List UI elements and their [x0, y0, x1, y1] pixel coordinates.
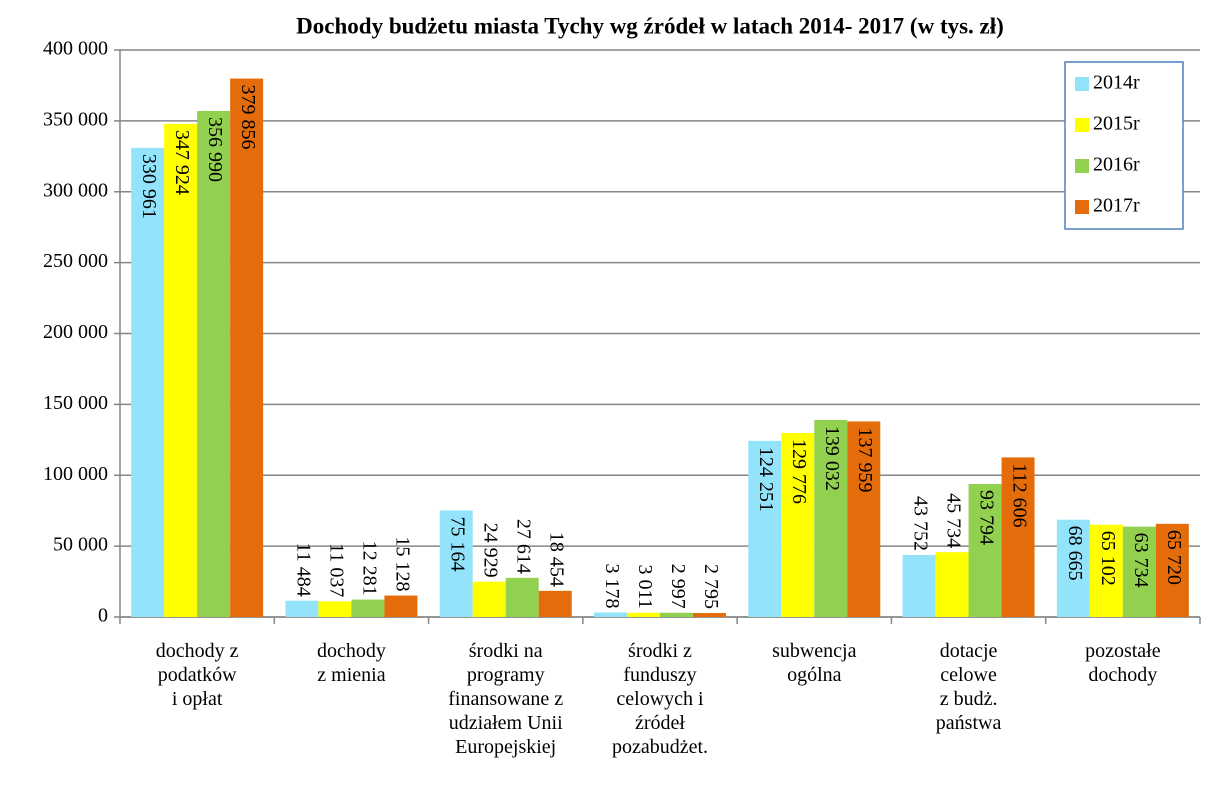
bar	[1089, 524, 1123, 617]
x-tick-label: dochody z mienia	[317, 640, 386, 686]
data-label: 18 454	[546, 532, 568, 587]
x-tick-label: subwencja ogólna	[772, 640, 857, 686]
bar	[197, 110, 231, 617]
bar	[1122, 526, 1156, 617]
data-label: 15 128	[391, 537, 413, 592]
data-label: 356 990	[204, 117, 226, 182]
legend-swatch	[1075, 159, 1089, 173]
bar	[230, 78, 264, 617]
data-label: 43 752	[909, 496, 931, 551]
y-tick-label: 250 000	[43, 250, 108, 272]
data-label: 24 929	[480, 523, 502, 578]
data-label: 3 011	[634, 564, 656, 608]
bar	[1155, 523, 1189, 617]
data-label: 330 961	[138, 154, 160, 219]
bar	[748, 440, 782, 617]
bar	[472, 581, 506, 617]
bar	[384, 595, 418, 617]
legend-swatch	[1075, 200, 1089, 214]
y-tick-label: 200 000	[43, 321, 108, 343]
data-label: 75 164	[447, 516, 469, 571]
data-label: 137 959	[854, 427, 876, 492]
bar	[847, 421, 881, 617]
y-tick-label: 0	[98, 605, 108, 627]
bar	[968, 484, 1002, 617]
data-label: 65 720	[1163, 530, 1185, 585]
data-label: 65 102	[1097, 531, 1119, 586]
bar	[1056, 519, 1090, 617]
data-label: 2 795	[700, 564, 722, 609]
bar	[285, 600, 319, 617]
legend-swatch	[1075, 77, 1089, 91]
x-tick-label: dochody z podatków i opłat	[156, 640, 239, 710]
bar	[814, 419, 848, 617]
bar	[351, 599, 385, 617]
data-label: 124 251	[755, 447, 777, 512]
bar	[164, 123, 198, 617]
bar	[538, 590, 572, 617]
x-tick-label: dotacje celowe z budż. państwa	[936, 640, 1002, 734]
bar	[627, 612, 660, 617]
bar	[594, 612, 627, 617]
bar	[318, 601, 352, 617]
y-tick-label: 400 000	[43, 38, 108, 60]
y-tick-label: 100 000	[43, 463, 108, 485]
bar	[439, 510, 473, 617]
bar	[902, 554, 936, 617]
x-tick-label: pozostałe dochody	[1085, 640, 1161, 686]
legend-label: 2017r	[1093, 195, 1140, 217]
data-label: 12 281	[358, 541, 380, 596]
data-label: 11 484	[292, 542, 314, 596]
x-tick-label: środki na programy finansowane z udziałem U…	[448, 640, 563, 758]
data-label: 2 997	[667, 564, 689, 609]
bar	[505, 577, 539, 617]
bar	[1001, 457, 1035, 617]
data-label: 11 037	[325, 543, 347, 597]
legend-label: 2016r	[1093, 154, 1140, 176]
data-label: 93 794	[975, 490, 997, 545]
y-tick-label: 50 000	[53, 534, 108, 556]
y-tick-label: 300 000	[43, 179, 108, 201]
y-tick-label: 150 000	[43, 392, 108, 414]
bar	[935, 552, 969, 617]
data-label: 63 734	[1130, 533, 1152, 588]
data-label: 68 665	[1064, 526, 1086, 581]
data-label: 45 734	[942, 493, 964, 548]
legend-swatch	[1075, 118, 1089, 132]
chart-title: Dochody budżetu miasta Tychy wg źródeł w…	[296, 13, 1004, 38]
data-label: 129 776	[788, 439, 810, 504]
data-label: 379 856	[237, 85, 259, 150]
data-label: 112 606	[1008, 463, 1030, 527]
y-tick-label: 350 000	[43, 108, 108, 130]
x-tick-label: środki z funduszy celowych i źródeł pozabudż…	[612, 640, 708, 758]
data-label: 347 924	[171, 130, 193, 195]
data-label: 139 032	[821, 426, 843, 491]
bar	[781, 433, 815, 617]
bar	[660, 612, 693, 617]
data-label: 27 614	[513, 519, 535, 574]
data-label: 3 178	[601, 563, 623, 608]
legend-label: 2014r	[1093, 72, 1140, 94]
bar	[131, 147, 165, 617]
legend-label: 2015r	[1093, 113, 1140, 135]
bar	[693, 613, 726, 617]
